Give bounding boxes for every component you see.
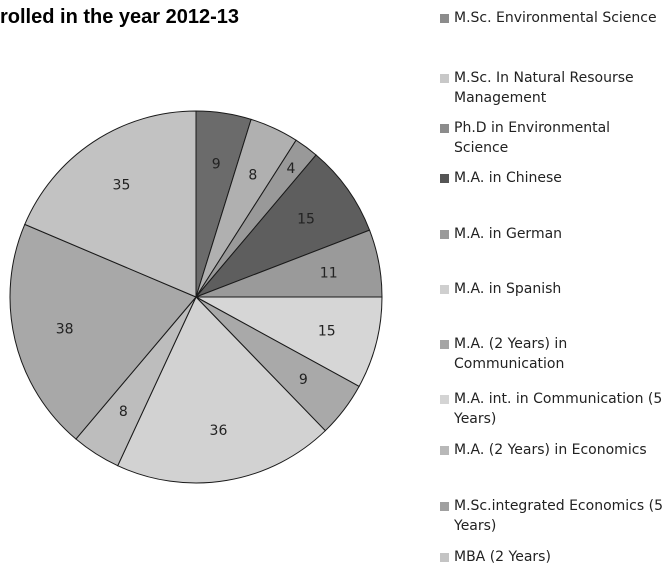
legend-item: M.A. in German: [440, 224, 666, 244]
slice-value-label: 9: [299, 372, 308, 388]
legend-label: M.A. in German: [454, 226, 563, 242]
slice-value-label: 9: [212, 157, 221, 173]
slice-value-label: 15: [297, 212, 315, 228]
legend-item: M.A. int. in Communication (5 Years): [440, 389, 666, 429]
legend-label: Ph.D in Environmental Science: [454, 120, 611, 156]
legend-swatch: [440, 14, 449, 23]
legend-label: M.Sc.integrated Economics (5 Years): [454, 498, 663, 534]
legend-swatch: [440, 340, 449, 349]
legend-swatch: [440, 174, 449, 183]
legend-item: M.A. in Spanish: [440, 279, 666, 299]
legend-label: M.A. in Spanish: [454, 281, 562, 297]
chart-title: rolled in the year 2012-13: [0, 6, 240, 28]
legend-item: Ph.D in Environmental Science: [440, 118, 666, 158]
pie-slice: [24, 110, 197, 298]
legend-item: M.Sc.integrated Economics (5 Years): [440, 496, 666, 536]
legend-label: M.A. in Chinese: [454, 170, 562, 186]
legend-item: MBA (2 Years): [440, 547, 666, 567]
legend-swatch: [440, 230, 449, 239]
slice-value-label: 8: [248, 168, 257, 184]
legend-label: M.A. (2 Years) in Economics: [454, 442, 647, 458]
legend-item: M.A. in Chinese: [440, 168, 666, 188]
legend-swatch: [440, 124, 449, 133]
pie-slice: [9, 223, 197, 440]
legend-label: M.Sc. In Natural Resourse Management: [454, 70, 634, 106]
slice-value-label: 11: [320, 265, 338, 281]
slice-value-label: 38: [56, 321, 74, 337]
slice-value-label: 4: [286, 161, 295, 177]
legend-swatch: [440, 285, 449, 294]
pie-slice: [117, 296, 327, 484]
slice-value-label: 35: [113, 177, 131, 193]
legend-swatch: [440, 553, 449, 562]
legend-item: M.A. (2 Years) in Communication: [440, 334, 666, 374]
slice-value-label: 15: [318, 323, 336, 339]
legend-label: M.Sc. Environmental Science: [454, 10, 657, 26]
legend-label: M.A. (2 Years) in Communication: [454, 336, 568, 372]
legend-label: MBA (2 Years): [454, 549, 551, 565]
slice-value-label: 36: [210, 423, 228, 439]
legend-swatch: [440, 446, 449, 455]
legend-item: M.Sc. In Natural Resourse Management: [440, 68, 666, 108]
slice-value-label: 8: [119, 404, 128, 420]
pie-chart: 9 8 4 15 11 15 9 36 8 38 35: [9, 110, 383, 484]
legend-label: M.A. int. in Communication (5 Years): [454, 391, 663, 427]
legend-swatch: [440, 395, 449, 404]
legend-swatch: [440, 502, 449, 511]
pie-slice: [195, 154, 371, 298]
legend-item: M.Sc. Environmental Science: [440, 8, 666, 28]
legend-swatch: [440, 74, 449, 83]
pie-slice: [195, 296, 383, 388]
legend-item: M.A. (2 Years) in Economics: [440, 440, 666, 460]
